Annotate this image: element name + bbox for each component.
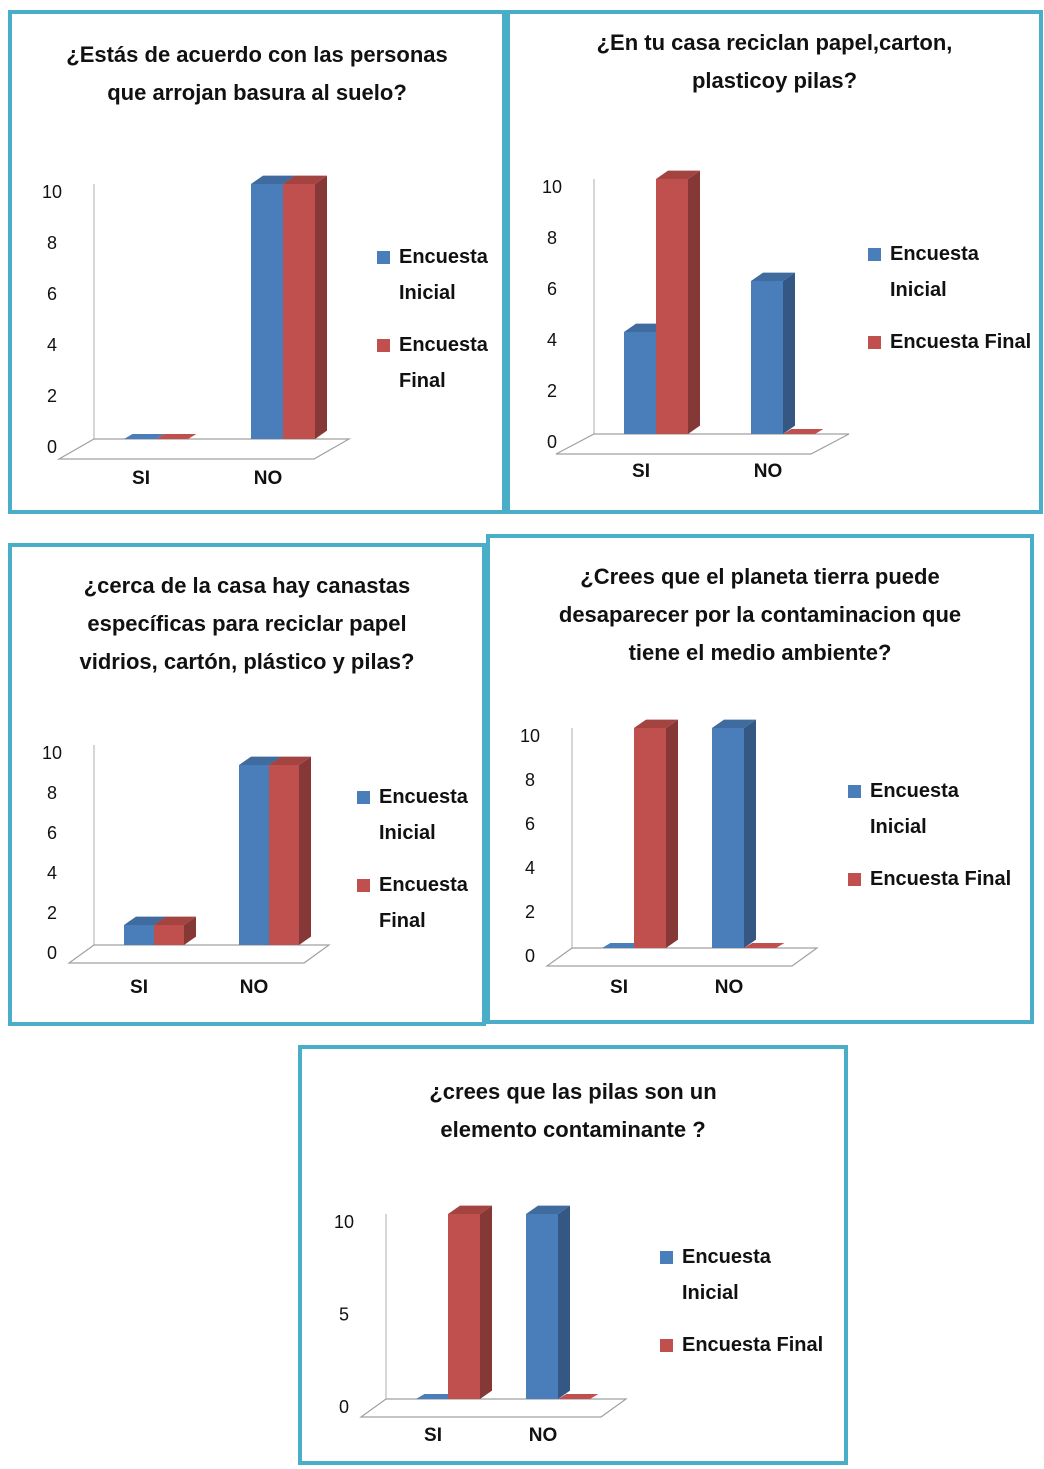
legend-item-series-1: Encuesta Inicial <box>377 239 488 311</box>
legend-swatch <box>660 1339 673 1352</box>
x-category-label: NO <box>754 461 783 482</box>
y-tick-label: 8 <box>525 770 535 790</box>
y-tick-label: 0 <box>525 946 535 966</box>
x-category-label: SI <box>632 461 650 482</box>
chart-legend: Encuesta Inicial Encuesta Final <box>660 1239 823 1379</box>
legend-swatch <box>357 879 370 892</box>
y-tick-label: 5 <box>339 1305 349 1325</box>
y-tick-label: 0 <box>547 432 557 452</box>
y-tick-label: 4 <box>525 858 535 878</box>
chart-legend: Encuesta Inicial Encuesta Final <box>357 779 468 955</box>
legend-label: Encuesta Inicial <box>870 780 959 838</box>
y-tick-label: 10 <box>520 726 540 746</box>
legend-label: Encuesta Final <box>870 868 1011 890</box>
chart-floor <box>59 439 349 459</box>
legend-swatch <box>660 1251 673 1264</box>
chart-panel-1: ¿Estás de acuerdo con las personas que a… <box>8 10 506 514</box>
chart-floor <box>556 434 849 454</box>
legend-item-series-2: Encuesta Final <box>868 324 1031 360</box>
y-tick-label: 4 <box>47 335 57 355</box>
chart-legend: Encuesta Inicial Encuesta Final <box>868 236 1031 376</box>
legend-label: Encuesta Inicial <box>890 243 979 301</box>
y-tick-label: 6 <box>547 279 557 299</box>
bar-no-series-2 <box>269 757 311 945</box>
x-category-label: NO <box>240 977 269 998</box>
x-category-label: SI <box>610 977 628 998</box>
x-category-label: NO <box>715 977 744 998</box>
y-tick-label: 6 <box>47 823 57 843</box>
chart-panel-3: ¿cerca de la casa hay canastas específic… <box>8 543 486 1026</box>
bar-si-series-2 <box>448 1206 492 1399</box>
bar-si-series-2 <box>154 917 196 945</box>
bar-no-series-1 <box>751 273 795 434</box>
y-tick-label: 6 <box>525 814 535 834</box>
bar-no-series-1 <box>712 720 756 948</box>
y-tick-label: 8 <box>547 228 557 248</box>
y-tick-label: 10 <box>334 1212 354 1232</box>
y-tick-label: 4 <box>547 330 557 350</box>
x-category-label: SI <box>132 468 150 489</box>
y-tick-label: 0 <box>47 943 57 963</box>
legend-label: Encuesta Inicial <box>399 246 488 304</box>
y-tick-label: 10 <box>542 177 562 197</box>
y-tick-label: 0 <box>47 437 57 457</box>
x-category-label: NO <box>254 468 283 489</box>
legend-label: Encuesta Inicial <box>682 1246 771 1304</box>
chart-panel-2: ¿En tu casa reciclan papel,carton, plast… <box>506 10 1043 514</box>
legend-item-series-2: Encuesta Final <box>848 861 1011 897</box>
chart-panel-5: ¿crees que las pilas son un elemento con… <box>298 1045 848 1465</box>
legend-label: Encuesta Final <box>890 331 1031 353</box>
bar-si-series-2 <box>634 720 678 948</box>
legend-label: Encuesta Final <box>682 1334 823 1356</box>
chart-floor <box>69 945 329 963</box>
chart-floor <box>361 1399 626 1417</box>
y-tick-label: 2 <box>47 903 57 923</box>
legend-swatch <box>848 873 861 886</box>
legend-item-series-2: Encuesta Final <box>660 1327 823 1363</box>
y-tick-label: 0 <box>339 1397 349 1417</box>
legend-swatch <box>868 248 881 261</box>
y-tick-label: 6 <box>47 284 57 304</box>
legend-swatch <box>377 251 390 264</box>
legend-label: Encuesta Final <box>379 874 468 932</box>
bar-no-series-1 <box>526 1206 570 1399</box>
legend-swatch <box>868 336 881 349</box>
chart-floor <box>547 948 817 966</box>
y-tick-label: 4 <box>47 863 57 883</box>
chart-legend: Encuesta Inicial Encuesta Final <box>377 239 488 415</box>
y-tick-label: 8 <box>47 233 57 253</box>
legend-item-series-1: Encuesta Inicial <box>848 773 1011 845</box>
legend-item-series-1: Encuesta Inicial <box>357 779 468 851</box>
chart-panel-4: ¿Crees que el planeta tierra puede desap… <box>486 534 1034 1024</box>
x-category-label: SI <box>424 1425 442 1446</box>
x-category-label: SI <box>130 977 148 998</box>
legend-item-series-1: Encuesta Inicial <box>868 236 1031 308</box>
legend-label: Encuesta Final <box>399 334 488 392</box>
x-category-label: NO <box>529 1425 558 1446</box>
legend-label: Encuesta Inicial <box>379 786 468 844</box>
bar-no-series-2 <box>283 176 327 439</box>
legend-item-series-2: Encuesta Final <box>377 327 488 399</box>
legend-item-series-2: Encuesta Final <box>357 867 468 939</box>
y-tick-label: 10 <box>42 743 62 763</box>
chart-legend: Encuesta Inicial Encuesta Final <box>848 773 1011 913</box>
bar-si-series-2 <box>656 171 700 434</box>
legend-swatch <box>357 791 370 804</box>
y-tick-label: 10 <box>42 182 62 202</box>
y-tick-label: 2 <box>525 902 535 922</box>
y-tick-label: 8 <box>47 783 57 803</box>
legend-swatch <box>848 785 861 798</box>
y-tick-label: 2 <box>47 386 57 406</box>
legend-item-series-1: Encuesta Inicial <box>660 1239 823 1311</box>
y-tick-label: 2 <box>547 381 557 401</box>
legend-swatch <box>377 339 390 352</box>
